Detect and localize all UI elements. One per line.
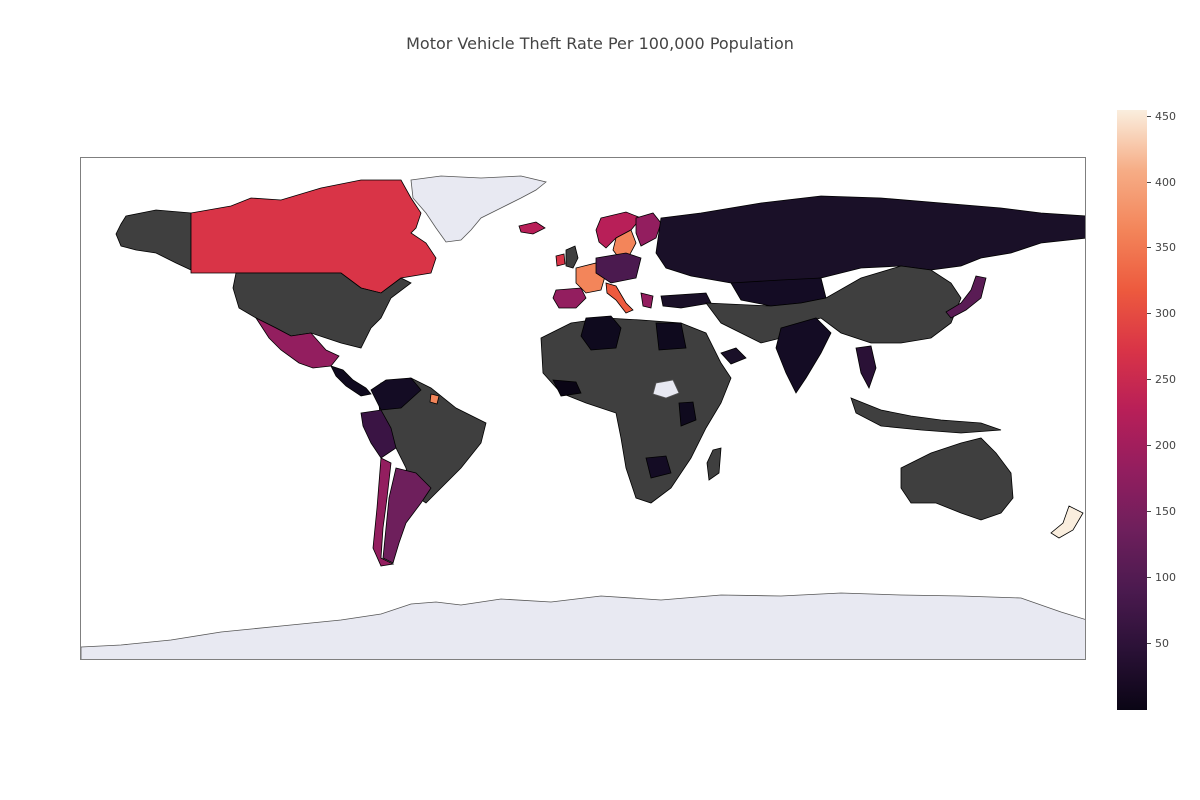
region-peru [360, 409, 397, 459]
colorbar [1117, 110, 1147, 710]
region-india [775, 317, 832, 394]
colorbar-tick-label: 400 [1155, 175, 1176, 189]
region-chile [372, 457, 395, 567]
colorbar-tick-mark [1147, 313, 1151, 315]
colorbar-tick: 300 [1147, 307, 1197, 321]
colorbar-gradient [1117, 110, 1147, 710]
colorbar-tick: 200 [1147, 439, 1197, 453]
colorbar-tick: 450 [1147, 110, 1197, 124]
colorbar-tick-label: 200 [1155, 439, 1176, 453]
region-finland [635, 212, 662, 247]
colorbar-tick: 150 [1147, 505, 1197, 519]
colorbar-tick-mark [1147, 643, 1151, 645]
region-iceland [518, 221, 546, 235]
colorbar-tick-label: 100 [1155, 571, 1176, 585]
region-ireland [555, 253, 566, 267]
region-libya [580, 315, 622, 351]
region-alaska [115, 209, 192, 271]
region-uk [565, 245, 579, 269]
colorbar-tick-mark [1147, 445, 1151, 447]
colorbar-tick-mark [1147, 115, 1151, 117]
colorbar-tick-label: 150 [1155, 505, 1176, 519]
chart-title: Motor Vehicle Theft Rate Per 100,000 Pop… [406, 34, 794, 53]
region-kenya [678, 401, 697, 427]
region-indonesia [850, 397, 1002, 434]
region-antarctica [81, 592, 1085, 659]
region-russia [655, 195, 1085, 284]
region-new-zealand [1050, 505, 1084, 539]
colorbar-tick-mark [1147, 511, 1151, 513]
region-italy [605, 282, 634, 314]
colorbar-tick-mark [1147, 577, 1151, 579]
colorbar-tick-mark [1147, 247, 1151, 249]
colorbar-ticks: 50 100 150 200 250 300 350 400 450 [1147, 110, 1197, 710]
region-africa-nodata [540, 317, 732, 504]
region-greece [640, 292, 654, 309]
region-asia-nodata [705, 265, 962, 344]
region-yemen [720, 347, 747, 365]
colorbar-tick-mark [1147, 181, 1151, 183]
colorbar-tick-label: 50 [1155, 637, 1169, 651]
region-germany [595, 252, 642, 284]
colorbar-tick-mark [1147, 379, 1151, 381]
colorbar-tick-label: 350 [1155, 241, 1176, 255]
region-japan [945, 275, 987, 319]
region-usa [232, 272, 412, 349]
colorbar-tick-label: 250 [1155, 373, 1176, 387]
colorbar-tick: 400 [1147, 176, 1197, 190]
region-turkey [660, 292, 712, 309]
colorbar-tick: 250 [1147, 373, 1197, 387]
map-frame[interactable] [80, 157, 1086, 660]
region-west-africa [552, 379, 582, 397]
colorbar-tick-label: 450 [1155, 109, 1176, 123]
region-egypt [655, 322, 687, 351]
region-guiana [429, 393, 440, 405]
region-thailand [855, 345, 877, 389]
world-map[interactable] [81, 158, 1086, 660]
region-australia [900, 437, 1014, 521]
colorbar-tick: 100 [1147, 571, 1197, 585]
region-ethiopia [652, 379, 680, 399]
colorbar-tick: 50 [1147, 637, 1197, 651]
region-spain [552, 287, 587, 309]
region-mexico [254, 316, 340, 369]
colorbar-tick: 350 [1147, 241, 1197, 255]
region-argentina [382, 467, 432, 564]
region-greenland [410, 175, 547, 243]
colorbar-tick-label: 300 [1155, 307, 1176, 321]
region-madagascar [706, 447, 722, 481]
region-central-america [330, 365, 372, 397]
region-zambia [645, 455, 672, 479]
